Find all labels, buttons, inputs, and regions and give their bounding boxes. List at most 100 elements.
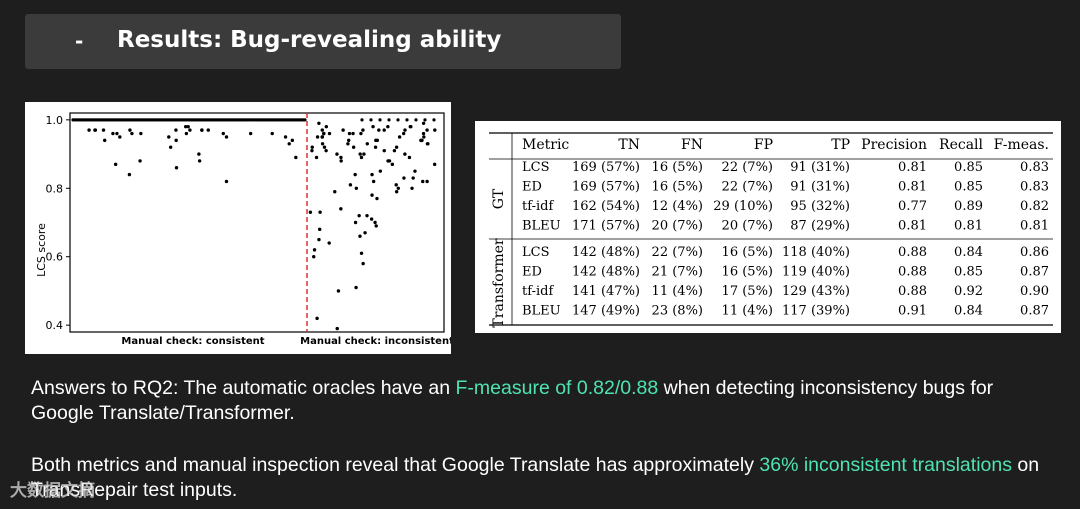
data-point xyxy=(425,179,429,184)
data-point xyxy=(421,179,425,184)
data-point xyxy=(324,124,329,129)
data-point xyxy=(333,190,337,194)
table-cell: 0.83 xyxy=(1020,160,1049,175)
table-cell: 16 (5%) xyxy=(652,180,703,195)
table-cell: 0.84 xyxy=(954,245,983,260)
table-cell: 16 (5%) xyxy=(652,160,703,175)
table-cell: BLEU xyxy=(522,219,561,234)
data-point xyxy=(314,155,319,160)
table-cell: 0.86 xyxy=(1020,245,1049,260)
table-cell: 0.92 xyxy=(954,284,983,299)
data-point xyxy=(397,135,402,139)
results-table: Metric TN FN FP TP Precision Recall F-meas. LCS 1… xyxy=(475,121,1061,333)
group-label-inconsistent: Manual check: inconsistent xyxy=(300,336,451,347)
data-point xyxy=(407,155,412,160)
data-point xyxy=(403,128,407,132)
table-cell: ED xyxy=(522,265,542,280)
data-point xyxy=(394,145,399,149)
data-point xyxy=(419,138,423,143)
table-group-label: Transformer xyxy=(491,238,507,327)
data-point xyxy=(312,255,316,259)
data-point xyxy=(93,128,97,132)
data-point xyxy=(394,183,398,187)
data-point xyxy=(375,138,380,143)
data-point xyxy=(377,128,381,132)
table-cell: 0.77 xyxy=(898,199,927,214)
answer-inspection-highlight: 36% inconsistent translations xyxy=(759,454,1012,476)
data-point xyxy=(184,131,189,136)
table-cell: 0.85 xyxy=(954,160,983,175)
table-cell: 169 (57%) xyxy=(572,160,640,175)
data-point xyxy=(373,220,377,225)
table-cell: 87 (29%) xyxy=(790,219,850,234)
data-point xyxy=(401,131,406,136)
data-point xyxy=(294,155,298,160)
table-cell: 0.84 xyxy=(954,304,983,319)
data-point xyxy=(317,237,321,242)
table-cell: 162 (54%) xyxy=(572,199,640,214)
answer-inspection: Both metrics and manual inspection revea… xyxy=(31,453,1051,503)
table-cell: 11 (4%) xyxy=(722,304,773,319)
table-cell: 22 (7%) xyxy=(722,180,773,195)
table-cell: 95 (32%) xyxy=(790,199,850,214)
data-point xyxy=(315,316,319,321)
table-header-cell: TN xyxy=(618,137,640,153)
data-point xyxy=(310,148,314,153)
data-point xyxy=(290,138,295,143)
data-point xyxy=(370,193,374,197)
answer-rq2: Answers to RQ2: The automatic oracles ha… xyxy=(31,376,1051,426)
data-point xyxy=(371,124,375,129)
data-point xyxy=(287,142,291,146)
chart-svg: 1.0 0.8 0.6 0.4 LCS score Manual check: con… xyxy=(35,112,451,347)
data-point xyxy=(197,159,202,163)
data-point xyxy=(378,169,383,173)
group-label-consistent: Manual check: consistent xyxy=(121,336,264,347)
data-point xyxy=(354,285,358,290)
data-point xyxy=(353,220,358,225)
data-point xyxy=(360,118,364,122)
table-header-cell: TP xyxy=(831,137,850,153)
table-cell: 22 (7%) xyxy=(722,160,773,175)
data-point xyxy=(224,135,229,139)
table-group-label: GT xyxy=(491,188,507,209)
data-point xyxy=(354,186,359,190)
table-cell: 0.88 xyxy=(898,245,927,260)
table-cell: 0.91 xyxy=(898,304,927,319)
table-cell: 0.81 xyxy=(954,219,983,234)
table-cell: 21 (7%) xyxy=(652,265,703,280)
data-point xyxy=(378,118,382,122)
data-point xyxy=(405,118,409,122)
y-tick-label: 0.6 xyxy=(46,251,64,264)
table-cell: 20 (7%) xyxy=(652,219,703,234)
data-point xyxy=(174,166,179,170)
data-point xyxy=(358,234,362,238)
data-point xyxy=(396,118,400,122)
data-point xyxy=(308,210,313,214)
data-point xyxy=(315,135,320,139)
data-point xyxy=(362,152,366,156)
table-cell: 171 (57%) xyxy=(572,219,640,234)
data-point xyxy=(320,135,325,139)
data-point xyxy=(433,128,437,132)
data-point xyxy=(320,142,325,146)
table-header-cell: Metric xyxy=(522,137,569,153)
data-point xyxy=(206,128,210,132)
data-point xyxy=(369,217,374,221)
data-point xyxy=(318,210,322,214)
title-bullet: - xyxy=(75,29,84,53)
table-cell: tf-idf xyxy=(522,199,554,214)
data-point xyxy=(387,118,391,122)
table-cell: 0.87 xyxy=(1020,265,1049,280)
data-point xyxy=(394,190,399,194)
watermark-text: 大数据文摘 xyxy=(10,481,95,500)
data-point xyxy=(359,155,364,160)
table-cell: 142 (48%) xyxy=(572,265,640,280)
data-point xyxy=(186,124,190,129)
slide-title-bar: - Results: Bug-revealing ability xyxy=(25,14,621,69)
table-cell: 0.85 xyxy=(954,265,983,280)
data-point xyxy=(421,121,426,125)
table-header-cell: FP xyxy=(754,137,773,153)
data-point xyxy=(130,131,134,136)
data-point xyxy=(183,124,188,129)
data-point xyxy=(317,121,321,125)
